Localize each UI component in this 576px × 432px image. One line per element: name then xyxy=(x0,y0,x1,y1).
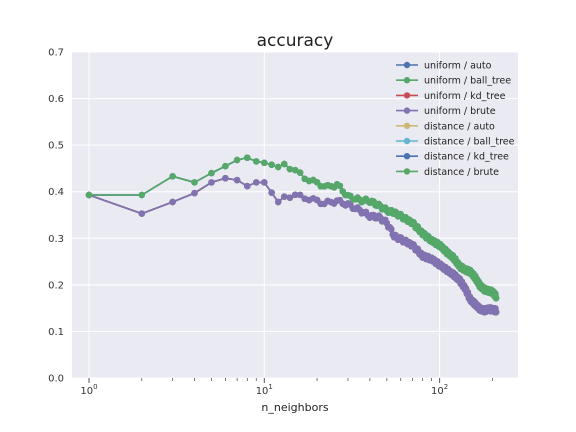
x-axis-label: n_neighbors xyxy=(261,401,328,414)
data-point xyxy=(253,179,260,186)
data-point xyxy=(169,198,176,206)
legend-label: distance / brute xyxy=(424,167,499,178)
data-point xyxy=(286,165,294,173)
data-point xyxy=(169,173,176,180)
data-point xyxy=(275,198,282,206)
data-point xyxy=(261,179,268,186)
y-tick-label: 0.4 xyxy=(48,187,64,198)
data-point xyxy=(253,158,260,165)
data-point xyxy=(244,182,251,190)
series-uniform-brute xyxy=(85,175,500,316)
series-lines xyxy=(85,154,500,316)
legend-item: uniform / kd_tree xyxy=(396,91,506,102)
data-point xyxy=(388,226,395,233)
legend-marker xyxy=(403,77,411,84)
data-point xyxy=(492,309,500,316)
legend-marker xyxy=(403,92,411,99)
x-tick-label: 102 xyxy=(431,383,448,397)
legend-label: uniform / ball_tree xyxy=(424,76,511,87)
data-point xyxy=(233,156,241,164)
legend-item: distance / brute xyxy=(396,167,499,178)
x-tick-exponent: 0 xyxy=(93,383,97,391)
y-tick-label: 0.6 xyxy=(48,94,64,105)
data-point xyxy=(138,210,145,217)
data-point xyxy=(492,295,500,302)
x-axis-ticks: 100 101 102 xyxy=(80,378,493,397)
legend-marker xyxy=(403,107,411,114)
data-point xyxy=(296,169,304,176)
legend-item: uniform / auto xyxy=(396,61,492,72)
data-point xyxy=(244,154,251,161)
legend-label: uniform / kd_tree xyxy=(424,91,506,102)
legend-item: distance / auto xyxy=(396,121,495,132)
data-point xyxy=(268,161,275,168)
data-point xyxy=(222,175,229,182)
data-point xyxy=(281,160,288,168)
y-tick-label: 0.3 xyxy=(48,234,64,245)
legend-label: distance / ball_tree xyxy=(424,137,515,148)
y-tick-label: 0.7 xyxy=(48,48,64,59)
legend-item: distance / ball_tree xyxy=(396,137,515,148)
data-point xyxy=(208,169,215,177)
data-point xyxy=(138,191,145,199)
x-tick-exponent: 1 xyxy=(268,383,272,391)
data-point xyxy=(275,163,282,171)
data-point xyxy=(233,176,241,184)
x-tick-label: 100 xyxy=(80,383,97,397)
legend-marker xyxy=(403,61,411,69)
legend-label: distance / auto xyxy=(424,121,495,132)
data-point xyxy=(292,191,299,198)
legend-label: uniform / auto xyxy=(424,61,492,72)
y-tick-label: 0.1 xyxy=(48,327,64,338)
legend-marker xyxy=(403,153,411,160)
legend-item: uniform / ball_tree xyxy=(396,76,511,87)
chart-title: accuracy xyxy=(257,31,334,51)
y-tick-label: 0.2 xyxy=(48,280,64,291)
data-point xyxy=(191,179,198,186)
x-tick-label: 101 xyxy=(256,383,273,397)
plot-area xyxy=(72,52,518,378)
data-point xyxy=(281,193,288,200)
data-point xyxy=(85,191,93,199)
y-tick-label: 0.0 xyxy=(48,374,64,385)
data-point xyxy=(261,159,268,166)
legend-marker xyxy=(403,168,411,175)
data-point xyxy=(296,191,304,199)
legend-marker xyxy=(403,122,411,129)
legend-label: uniform / brute xyxy=(424,106,496,117)
data-point xyxy=(286,194,294,201)
x-tick-exponent: 2 xyxy=(444,383,448,391)
legend: uniform / auto uniform / ball_treeuniform… xyxy=(396,61,515,178)
data-point xyxy=(268,189,275,196)
legend-item: uniform / brute xyxy=(396,106,496,117)
data-point xyxy=(292,166,299,174)
series-distance-brute xyxy=(85,154,500,302)
data-point xyxy=(208,179,215,186)
data-point xyxy=(222,162,229,170)
legend-marker xyxy=(403,137,411,145)
x-tick-base: 10 xyxy=(431,386,444,397)
data-point xyxy=(336,182,344,190)
legend-label: distance / kd_tree xyxy=(424,152,509,163)
y-tick-label: 0.5 xyxy=(48,141,64,152)
x-tick-base: 10 xyxy=(80,386,93,397)
legend-item: distance / kd_tree xyxy=(396,152,509,163)
x-tick-base: 10 xyxy=(256,386,269,397)
y-axis-ticks: 0.0 0.1 0.2 0.3 0.4 0.5 0.6 0.7 xyxy=(48,48,64,385)
data-point xyxy=(191,189,198,197)
